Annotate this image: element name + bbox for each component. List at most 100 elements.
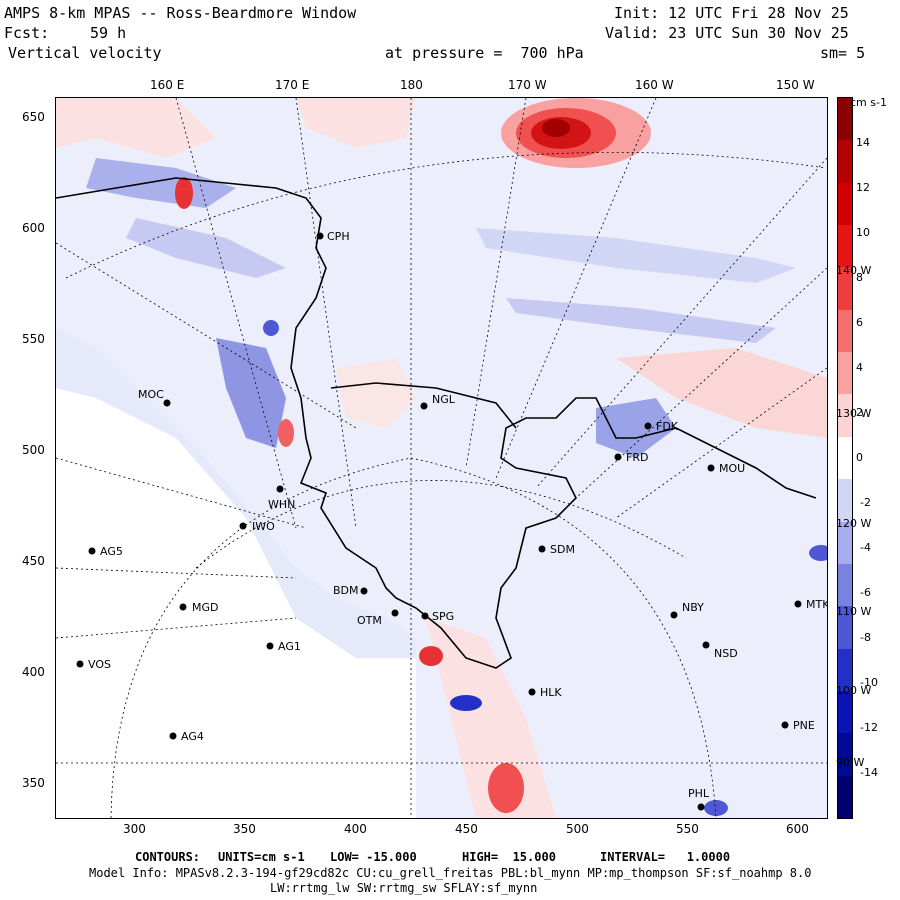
ice-shelf-front — [330, 382, 517, 429]
station-label: PHL — [688, 787, 710, 800]
downdraft-cell — [450, 695, 482, 711]
colorbar-label: -14 — [860, 766, 878, 779]
station-label: CPH — [327, 230, 350, 243]
colorbar-swatch — [838, 182, 852, 226]
colorbar-label: -8 — [860, 631, 871, 644]
colorbar-label: 4 — [856, 361, 863, 374]
graticule — [56, 98, 827, 818]
contours-units: UNITS=cm s-1 — [218, 850, 305, 864]
y-tick-label: 650 — [22, 110, 45, 124]
init-time: Init: 12 UTC Fri 28 Nov 25 — [614, 4, 849, 22]
colorbar-swatch — [838, 775, 852, 819]
lon-label: 180 — [400, 78, 423, 92]
updraft-cell — [278, 419, 294, 447]
colorbar-swatch — [838, 98, 852, 141]
station-label: AG5 — [100, 545, 123, 558]
station-label: OTM — [357, 614, 382, 627]
colorbar-label: 2 — [856, 406, 863, 419]
colorbar-swatch — [838, 140, 852, 184]
colorbar — [837, 97, 853, 819]
x-tick-label: 400 — [344, 822, 367, 836]
x-tick-label: 350 — [233, 822, 256, 836]
colorbar-label: 8 — [856, 271, 863, 284]
station-label: FRD — [626, 451, 649, 464]
station-label: FDK — [656, 420, 679, 433]
blue-band — [216, 338, 286, 448]
contours-label: CONTOURS: — [135, 850, 201, 864]
model-info: Model Info: MPASv8.2.3-194-gf29cd82c CU:… — [89, 866, 812, 880]
station-label: BDM — [333, 584, 359, 597]
blue-band — [506, 298, 776, 343]
contours-low: LOW= -15.000 — [330, 850, 417, 864]
meridian-label: 110 W — [836, 605, 872, 618]
blue-band — [476, 228, 796, 283]
colorbar-swatch — [838, 563, 852, 607]
forecast-hour: 59 h — [90, 24, 127, 42]
lon-label: 160 E — [150, 78, 185, 92]
colorbar-label: -6 — [860, 586, 871, 599]
pink-patch — [426, 618, 556, 818]
vertical-velocity-map — [56, 98, 827, 818]
meridian-label: 140 W — [836, 264, 872, 277]
meridian-label: 90 W — [836, 756, 865, 769]
station-label: AG1 — [278, 640, 301, 653]
station-label: SPG — [432, 610, 455, 623]
colorbar-swatch — [838, 394, 852, 438]
y-tick-label: 350 — [22, 776, 45, 790]
station-label: MTK — [806, 598, 828, 611]
contours-interval: INTERVAL= 1.0000 — [600, 850, 731, 864]
x-tick-label: 600 — [786, 822, 809, 836]
x-tick-label: 450 — [455, 822, 478, 836]
coastline — [56, 177, 817, 669]
station-label: NGL — [432, 393, 455, 406]
colorbar-unit: cm s-1 — [850, 96, 887, 109]
pink-patch — [296, 98, 416, 148]
pink-patch — [56, 98, 216, 158]
colorbar-label: -12 — [860, 721, 878, 734]
colorbar-label: -2 — [860, 496, 871, 509]
colorbar-label: 10 — [856, 226, 870, 239]
model-info-2: LW:rrtmg_lw SW:rrtmg_sw SFLAY:sf_mynn — [270, 881, 538, 895]
y-tick-label: 550 — [22, 332, 45, 346]
colorbar-swatch — [838, 225, 852, 268]
colorbar-swatch — [838, 733, 852, 777]
station-label: AG4 — [181, 730, 204, 743]
void-region — [56, 388, 416, 818]
light-blue-region — [56, 328, 416, 658]
station-label: PNE — [793, 719, 815, 732]
x-tick-label: 300 — [123, 822, 146, 836]
station-label: NSD — [714, 647, 738, 660]
meridian-label: 100 W — [836, 684, 872, 697]
station-label: WHN — [268, 498, 296, 511]
pressure-level: at pressure = 700 hPa — [385, 44, 584, 62]
colorbar-swatch — [838, 352, 852, 395]
colorbar-swatch — [838, 690, 852, 734]
model-title: AMPS 8-km MPAS -- Ross-Beardmore Window — [4, 4, 357, 22]
station-label: MOU — [719, 462, 746, 475]
smoothing-value: sm= 5 — [820, 44, 866, 62]
colorbar-label: 12 — [856, 181, 870, 194]
colorbar-label: -10 — [860, 676, 878, 689]
colorbar-swatch — [838, 606, 852, 650]
y-tick-label: 450 — [22, 554, 45, 568]
valid-time: Valid: 23 UTC Sun 30 Nov 25 — [605, 24, 849, 42]
station-label: SDM — [550, 543, 575, 556]
lon-label: 170 E — [275, 78, 310, 92]
updraft-cell — [542, 119, 570, 137]
colorbar-label: 14 — [856, 136, 870, 149]
lon-label: 170 W — [508, 78, 547, 92]
lon-label: 160 W — [635, 78, 674, 92]
meridian-label: 130 W — [836, 407, 872, 420]
pink-patch — [336, 358, 416, 428]
blue-band — [126, 218, 286, 278]
y-tick-label: 600 — [22, 221, 45, 235]
x-tick-label: 550 — [676, 822, 699, 836]
blue-band — [86, 158, 236, 208]
y-tick-label: 400 — [22, 665, 45, 679]
pink-patch — [616, 348, 827, 438]
colorbar-label: -4 — [860, 541, 871, 554]
station-label: HLK — [540, 686, 562, 699]
station-label: MOC — [138, 388, 164, 401]
map-panel: CPH MOC NGL FDK FRD MOU WHN IWO AG5 SDM … — [55, 97, 828, 819]
station-label: IWO — [252, 520, 275, 533]
